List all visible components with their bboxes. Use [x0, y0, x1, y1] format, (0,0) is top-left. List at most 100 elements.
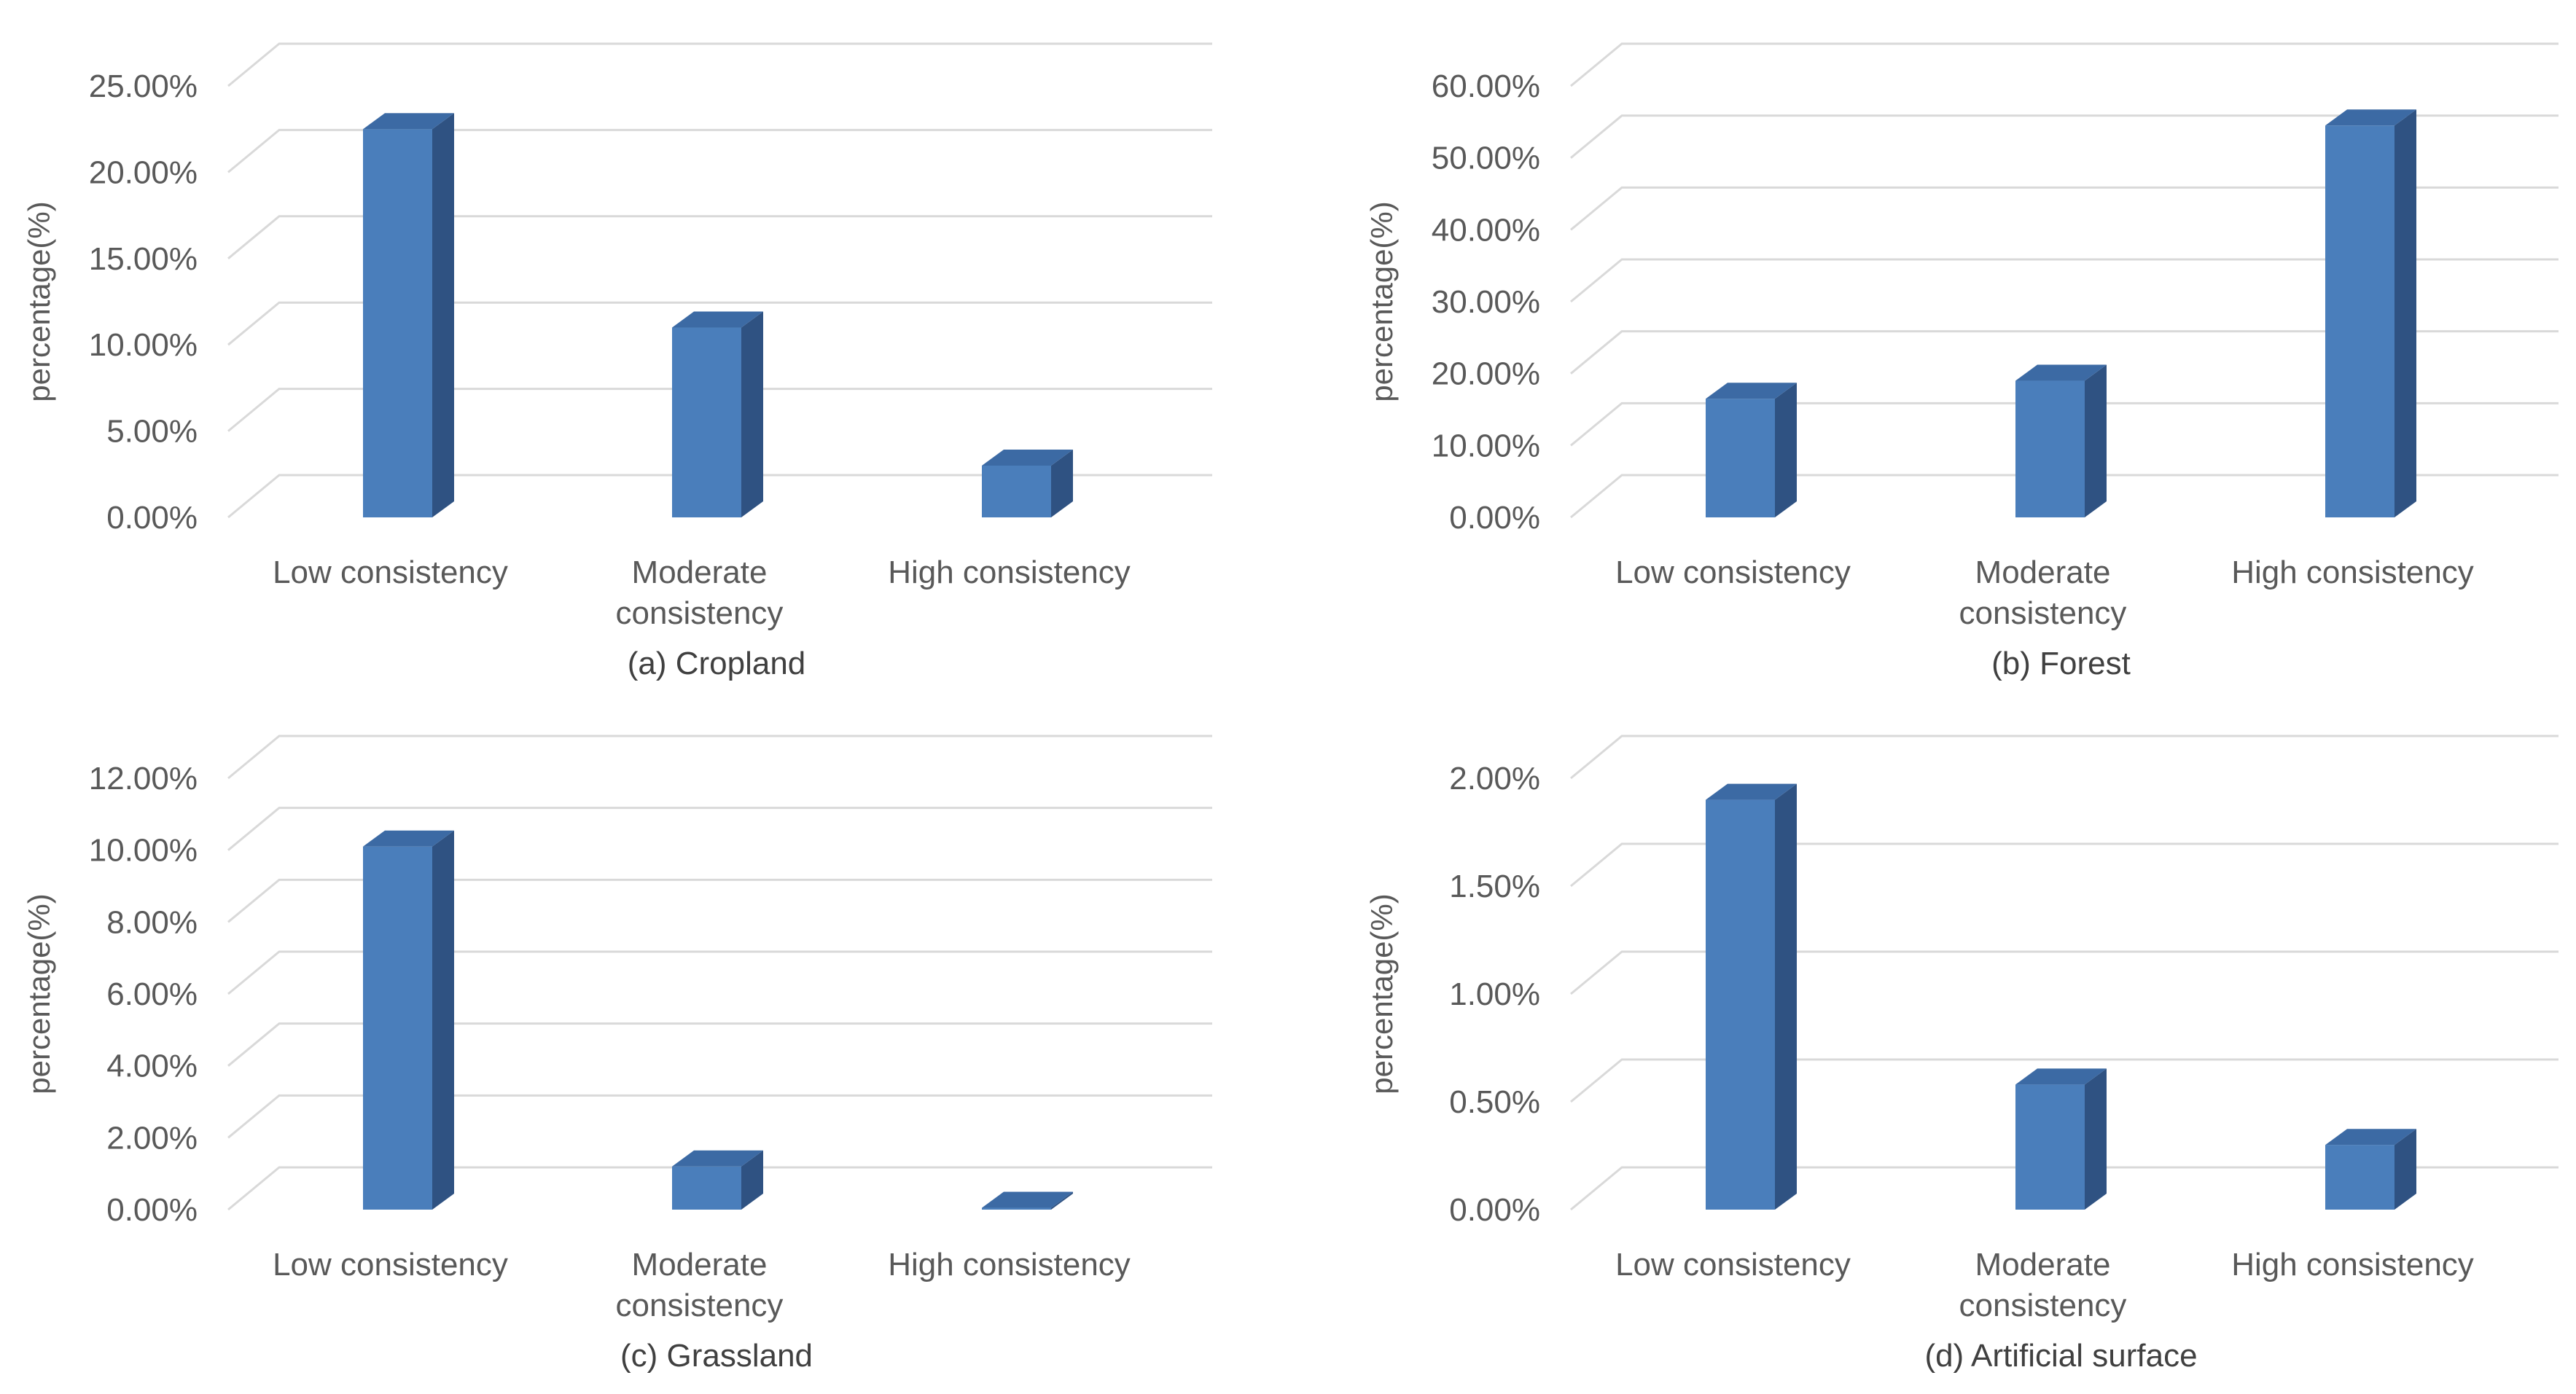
bar-side [2085, 364, 2107, 517]
gridline [227, 807, 1212, 851]
y-tick-label: 12.00% [89, 761, 198, 796]
bar-front [672, 1166, 741, 1210]
y-tick-label: 1.50% [1449, 869, 1540, 904]
chart-panel-4: 0.00% 0.50% 1.00% 1.50% 2.00% percentage(%) Lo… [1365, 735, 2559, 1374]
x-category-label: consistency [616, 1288, 784, 1323]
gridline [227, 388, 1212, 432]
y-tick-label: 10.00% [89, 833, 198, 869]
bar-front [1706, 799, 1775, 1210]
gridline [1570, 735, 2559, 780]
x-category-label: Low consistency [1615, 1247, 1851, 1283]
x-category-label: Moderate [632, 1247, 768, 1283]
y-tick-label: 2.00% [1449, 761, 1540, 796]
bar-front [363, 846, 432, 1210]
y-tick-label: 0.00% [106, 500, 198, 536]
gridline [227, 878, 1212, 923]
bar-front [2015, 380, 2085, 517]
bar-top [2325, 109, 2416, 126]
x-category-label: Low consistency [273, 1247, 508, 1283]
bar [2015, 1068, 2107, 1210]
gridline [227, 215, 1212, 259]
chart-panel-2: 0.00% 10.00% 20.00% 30.00% 40.00% 50.00% 60.00… [1365, 42, 2559, 681]
gridline [1570, 42, 2559, 87]
bar-front [982, 465, 1051, 517]
y-tick-label: 4.00% [106, 1049, 198, 1084]
gridline [1570, 186, 2559, 231]
gridline [227, 1166, 1212, 1211]
chart-panel-1: 0.00% 5.00% 10.00% 15.00% 20.00% 25.00% percen… [22, 42, 1212, 681]
bar [2325, 1129, 2416, 1210]
gridline [227, 42, 1212, 87]
y-axis-label: percentage(%) [1365, 893, 1399, 1094]
x-category-label: Low consistency [273, 555, 508, 590]
y-tick-label: 30.00% [1432, 284, 1540, 320]
y-tick-label: 2.00% [106, 1120, 198, 1156]
panel-caption: (a) Cropland [628, 646, 806, 681]
x-category-label: Low consistency [1615, 555, 1851, 590]
y-tick-label: 10.00% [89, 327, 198, 363]
bar-side [1775, 383, 1797, 517]
y-tick-label: 0.00% [1449, 1192, 1540, 1228]
bar-side [1051, 449, 1073, 517]
bar [2015, 364, 2107, 517]
panel-caption: (d) Artificial surface [1924, 1338, 2197, 1374]
y-tick-label: 1.00% [1449, 976, 1540, 1012]
y-tick-label: 60.00% [1432, 68, 1540, 104]
y-tick-label: 8.00% [106, 904, 198, 940]
gridline [1570, 1166, 2559, 1211]
bar-side [741, 311, 763, 517]
gridline [227, 474, 1212, 519]
gridline [227, 128, 1212, 173]
gridline [1570, 842, 2559, 888]
bar-side [1775, 783, 1797, 1210]
gridline [1570, 474, 2559, 519]
gridline [227, 301, 1212, 346]
bar [672, 311, 763, 517]
gridline [1570, 402, 2559, 447]
y-tick-label: 5.00% [106, 414, 198, 450]
bar-front [363, 129, 432, 517]
bar [1706, 383, 1797, 517]
bar-top [2325, 1129, 2416, 1146]
y-tick-label: 0.00% [1449, 500, 1540, 536]
bar-top [363, 830, 454, 847]
bar [363, 830, 454, 1210]
x-category-label: Moderate [1975, 555, 2111, 590]
bar [982, 1191, 1073, 1210]
gridline [227, 1022, 1212, 1067]
bar-side [2394, 109, 2416, 517]
gridline [227, 735, 1212, 780]
bar [2325, 109, 2416, 517]
gridline [227, 1094, 1212, 1139]
y-axis-label: percentage(%) [22, 893, 56, 1094]
bar-front [672, 327, 741, 517]
bar-side [741, 1150, 763, 1210]
gridline [1570, 950, 2559, 995]
bar-top [363, 113, 454, 130]
y-tick-label: 15.00% [89, 241, 198, 277]
x-category-label: High consistency [2231, 1247, 2474, 1283]
bar [982, 449, 1073, 517]
bar-side [432, 830, 454, 1210]
bar-side [432, 113, 454, 517]
bar-top [672, 311, 763, 328]
gridline [1570, 114, 2559, 159]
bar-top [2015, 1068, 2107, 1085]
y-axis-label: percentage(%) [22, 201, 56, 402]
x-category-label: consistency [1959, 595, 2127, 631]
y-axis-label: percentage(%) [1365, 201, 1399, 402]
bar-front [2325, 1145, 2394, 1210]
bar-front [982, 1207, 1051, 1210]
x-category-label: High consistency [2231, 555, 2474, 590]
y-tick-label: 25.00% [89, 68, 198, 104]
gridline [1570, 1058, 2559, 1103]
y-tick-label: 10.00% [1432, 428, 1540, 463]
x-category-label: High consistency [888, 1247, 1131, 1283]
bar-side [2085, 1068, 2107, 1210]
bar [363, 113, 454, 517]
chart-panel-3: 0.00% 2.00% 4.00% 6.00% 8.00% 10.00% 12.00% per… [22, 735, 1212, 1374]
bar-top [1706, 783, 1797, 800]
bar-top [1706, 383, 1797, 399]
y-tick-label: 0.00% [106, 1192, 198, 1228]
